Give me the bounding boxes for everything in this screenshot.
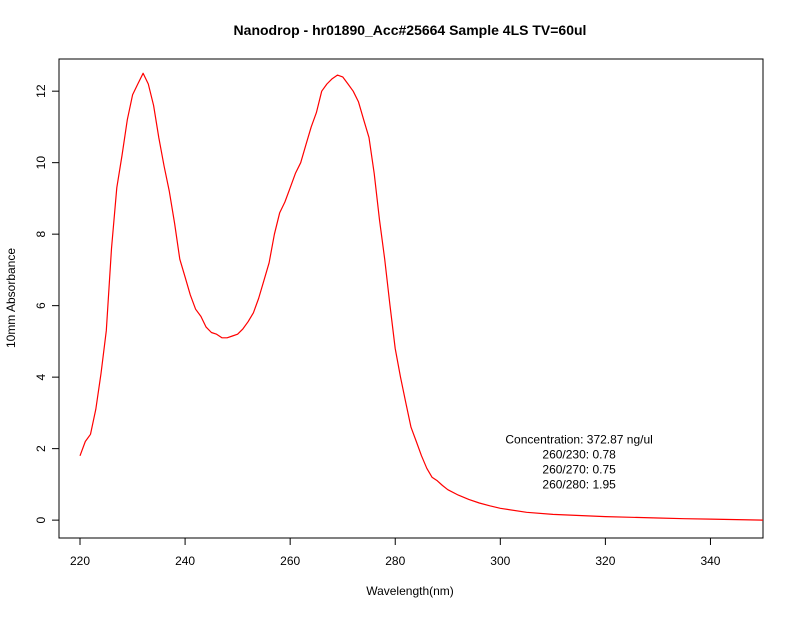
x-tick-label: 340 — [700, 554, 720, 568]
x-tick-label: 320 — [595, 554, 615, 568]
y-tick-label: 10 — [34, 156, 48, 170]
x-axis: 220 240 260 280 300 320 340 — [70, 538, 721, 568]
annotation-line: 260/230: 0.78 — [542, 447, 616, 461]
annotation-line: 260/270: 0.75 — [542, 462, 616, 476]
y-axis: 0 2 4 6 8 10 12 — [34, 84, 59, 523]
x-tick-label: 220 — [70, 554, 90, 568]
y-axis-label: 10mm Absorbance — [4, 248, 18, 348]
x-tick-label: 280 — [385, 554, 405, 568]
x-tick-label: 300 — [490, 554, 510, 568]
y-tick-label: 6 — [34, 302, 48, 309]
y-tick-label: 4 — [34, 373, 48, 380]
x-tick-label: 240 — [175, 554, 195, 568]
plot-frame — [58, 58, 764, 539]
y-tick-label: 0 — [34, 516, 48, 523]
x-axis-label: Wavelength(nm) — [366, 584, 454, 598]
x-tick-label: 260 — [280, 554, 300, 568]
y-tick-label: 8 — [34, 231, 48, 238]
annotation-line: 260/280: 1.95 — [542, 477, 616, 491]
absorbance-series-line — [79, 72, 764, 521]
series-layer — [79, 72, 764, 521]
y-tick-label: 12 — [34, 84, 48, 98]
chart-title: Nanodrop - hr01890_Acc#25664 Sample 4LS … — [234, 22, 587, 38]
annotation-line: Concentration: 372.87 ng/ul — [505, 432, 652, 446]
y-tick-label: 2 — [34, 445, 48, 452]
